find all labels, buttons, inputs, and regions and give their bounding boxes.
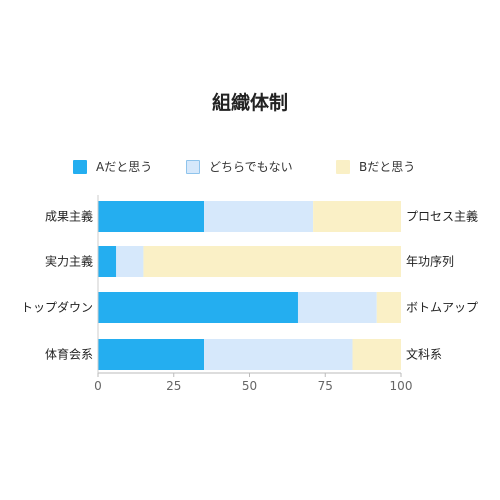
legend-item-neutral: どちらでもない xyxy=(186,158,293,175)
category-label: 実力主義 xyxy=(45,254,93,269)
right-category-label: 文科系 xyxy=(406,347,442,362)
bar-segment xyxy=(143,246,401,277)
legend-swatch-neutral xyxy=(186,159,200,174)
bar-segment xyxy=(98,246,117,277)
legend-item-a: Aだと思う xyxy=(73,158,152,175)
chart-title: 組織体制 xyxy=(211,92,288,114)
x-tick-label: 75 xyxy=(318,379,333,393)
legend-item-b: Bだと思う xyxy=(336,158,415,175)
bar-segment xyxy=(98,339,205,370)
right-category-label: プロセス主義 xyxy=(406,209,478,224)
bar-segment xyxy=(297,292,377,323)
bar-segment xyxy=(313,201,401,232)
bar-segment xyxy=(376,292,401,323)
category-label: 体育会系 xyxy=(45,347,93,362)
legend-label-a: Aだと思う xyxy=(96,160,153,174)
legend: Aだと思う どちらでもない Bだと思う xyxy=(0,158,500,178)
legend-label-neutral: どちらでもない xyxy=(209,160,293,174)
category-label: トップダウン xyxy=(21,300,93,315)
x-tick-label: 0 xyxy=(94,379,102,393)
right-category-label: 年功序列 xyxy=(406,254,454,269)
bar-segment xyxy=(98,292,298,323)
legend-swatch-a xyxy=(73,159,87,174)
x-tick-label: 100 xyxy=(390,379,413,393)
category-label: 成果主義 xyxy=(45,209,93,224)
bar-segment xyxy=(204,339,353,370)
bar-segment xyxy=(352,339,401,370)
bar-segment xyxy=(116,246,144,277)
legend-swatch-b xyxy=(336,159,350,174)
x-tick-label: 25 xyxy=(166,379,181,393)
x-tick-label: 50 xyxy=(242,379,257,393)
right-category-label: ボトムアップ xyxy=(406,301,478,315)
legend-label-b: Bだと思う xyxy=(359,160,416,174)
bar-segment xyxy=(98,201,205,232)
bar-segment xyxy=(204,201,314,232)
